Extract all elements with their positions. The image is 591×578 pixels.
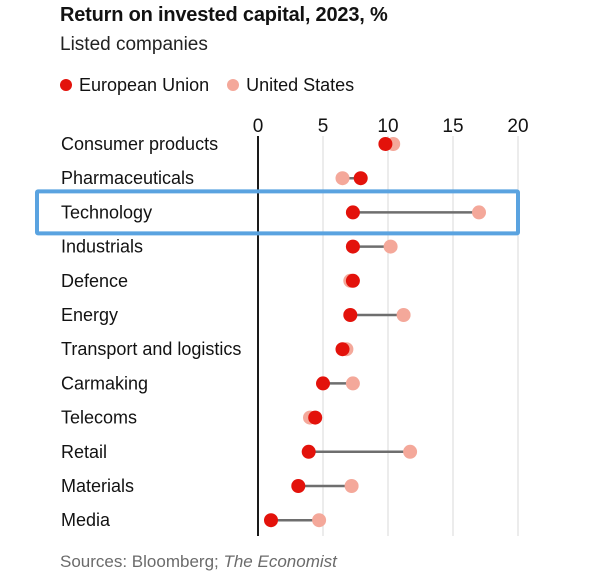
chart-title: Return on invested capital, 2023, % xyxy=(60,4,388,26)
eu-point xyxy=(301,444,316,459)
category-label: Materials xyxy=(61,476,134,496)
category-label: Transport and logistics xyxy=(61,339,241,359)
category-label: Telecoms xyxy=(61,408,137,428)
us-point xyxy=(312,513,327,528)
us-point xyxy=(472,205,486,220)
us-point xyxy=(383,239,398,254)
highlight-box xyxy=(35,189,520,236)
category-label: Energy xyxy=(61,305,118,325)
eu-point xyxy=(345,239,360,254)
category-label: Retail xyxy=(61,442,107,462)
eu-point xyxy=(343,308,358,322)
category-label: Industrials xyxy=(61,237,143,257)
legend-eu-marker xyxy=(60,79,72,91)
us-point xyxy=(396,308,411,322)
legend: European Union United States xyxy=(60,74,372,96)
us-point xyxy=(345,376,360,391)
category-label: Defence xyxy=(61,271,128,291)
legend-eu-label: European Union xyxy=(79,74,210,95)
category-label: Carmaking xyxy=(61,373,148,393)
legend-item-us: United States xyxy=(227,75,354,96)
x-tick-label: 20 xyxy=(507,116,528,137)
source-note: Sources: Bloomberg; The Economist xyxy=(60,552,337,572)
us-point xyxy=(344,479,359,493)
category-label: Consumer products xyxy=(61,134,218,154)
legend-us-marker xyxy=(227,79,240,91)
us-point xyxy=(403,444,418,459)
eu-point xyxy=(264,513,278,528)
eu-point xyxy=(353,171,368,186)
x-tick-label: 5 xyxy=(318,116,329,137)
chart-subtitle: Listed companies xyxy=(60,34,208,55)
legend-us-label: United States xyxy=(246,74,355,95)
source-italic: The Economist xyxy=(223,552,337,571)
eu-point xyxy=(378,137,393,151)
x-tick-label: 10 xyxy=(377,116,398,137)
category-label: Media xyxy=(61,510,111,530)
category-label: Pharmaceuticals xyxy=(61,168,194,188)
eu-point xyxy=(345,205,360,220)
category-label: Technology xyxy=(61,202,152,222)
eu-point xyxy=(316,376,330,391)
source-prefix: Sources: Bloomberg; xyxy=(60,552,224,571)
legend-item-eu: European Union xyxy=(60,75,209,96)
eu-point xyxy=(291,479,306,493)
x-tick-label: 15 xyxy=(442,116,463,137)
eu-point xyxy=(335,342,350,357)
eu-point xyxy=(308,410,323,425)
eu-point xyxy=(345,273,360,288)
x-tick-label: 0 xyxy=(253,116,264,137)
us-point xyxy=(335,171,350,186)
